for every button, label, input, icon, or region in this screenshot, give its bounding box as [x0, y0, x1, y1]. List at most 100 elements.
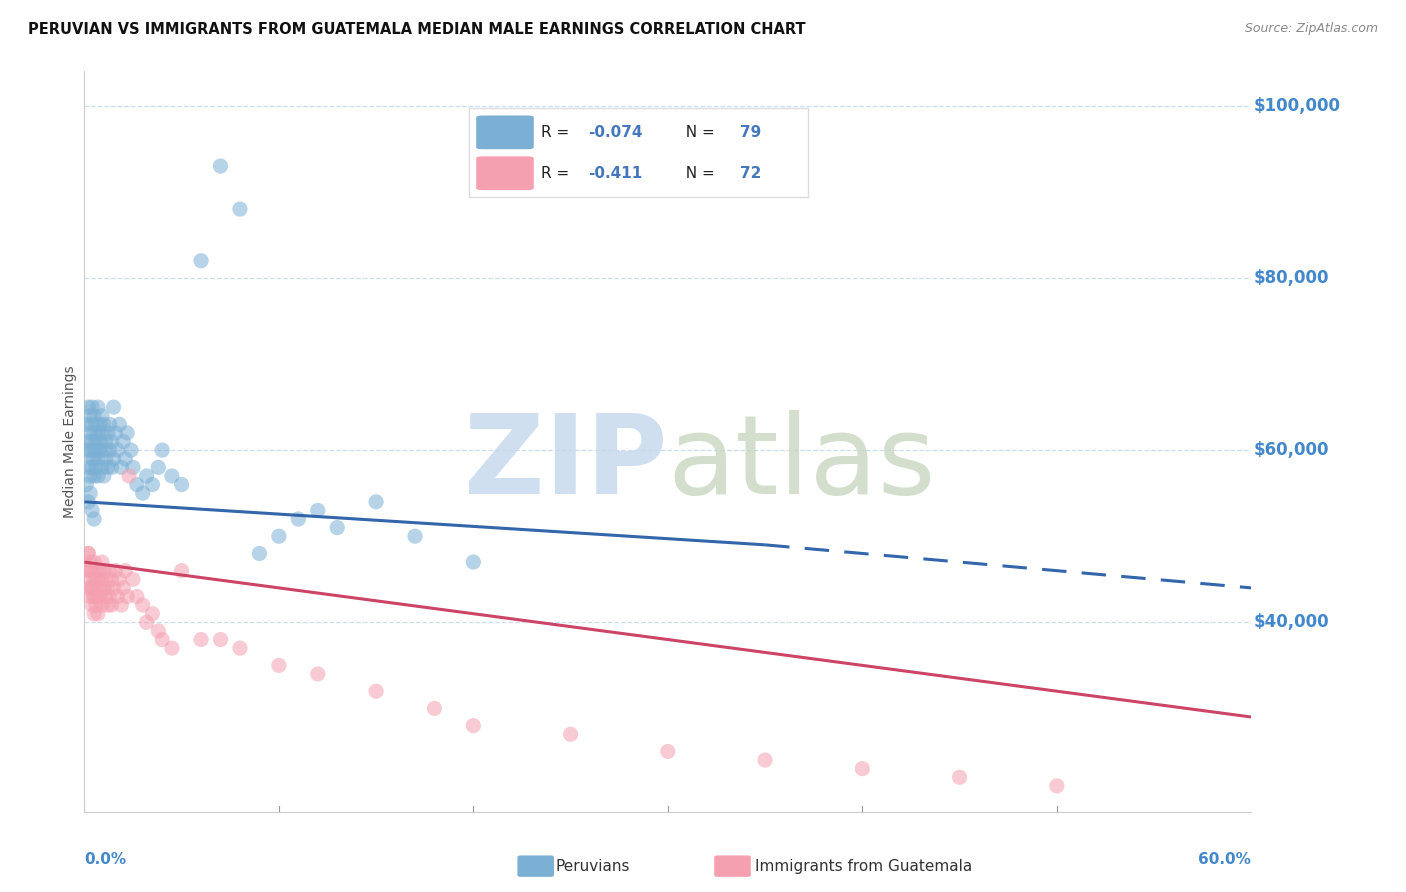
Point [84, 434, 107, 449]
Point [79, 572, 101, 586]
Point [79, 409, 101, 423]
Point [125, 590, 148, 604]
Point [103, 581, 125, 595]
Point [93, 443, 115, 458]
Point [77, 581, 100, 595]
Point [115, 590, 138, 604]
Point [949, 770, 972, 784]
Point [93, 469, 115, 483]
Point [75, 417, 97, 432]
Point [97, 581, 120, 595]
Point [114, 564, 136, 578]
Point [89, 590, 111, 604]
Point [82, 581, 104, 595]
Text: $60,000: $60,000 [1254, 442, 1329, 459]
Point [851, 762, 873, 776]
Text: Source: ZipAtlas.com: Source: ZipAtlas.com [1244, 22, 1378, 36]
Point [209, 159, 232, 173]
Point [83, 451, 105, 466]
Point [108, 417, 131, 432]
Point [90, 555, 112, 569]
Point [112, 434, 135, 449]
Point [463, 555, 485, 569]
Point [90, 409, 112, 423]
Point [82, 598, 104, 612]
Point [118, 469, 141, 483]
Text: Immigrants from Guatemala: Immigrants from Guatemala [755, 859, 973, 873]
Point [87, 590, 110, 604]
Point [94, 572, 117, 586]
Point [170, 564, 193, 578]
Point [98, 417, 121, 432]
Point [84, 572, 107, 586]
Point [326, 521, 349, 535]
Point [100, 460, 122, 475]
Point [150, 443, 173, 458]
Point [100, 598, 122, 612]
Point [84, 564, 107, 578]
Point [114, 451, 136, 466]
Point [84, 581, 107, 595]
Point [110, 598, 132, 612]
Point [209, 632, 232, 647]
Text: N =: N = [676, 125, 720, 140]
Point [87, 572, 110, 586]
Point [89, 434, 111, 449]
Point [423, 701, 446, 715]
Point [97, 460, 120, 475]
Point [135, 615, 157, 630]
Point [77, 434, 100, 449]
Point [267, 658, 290, 673]
Point [132, 486, 155, 500]
Point [84, 598, 107, 612]
Text: PERUVIAN VS IMMIGRANTS FROM GUATEMALA MEDIAN MALE EARNINGS CORRELATION CHART: PERUVIAN VS IMMIGRANTS FROM GUATEMALA ME… [28, 22, 806, 37]
Point [77, 546, 100, 560]
Text: Peruvians: Peruvians [555, 859, 630, 873]
Point [75, 564, 97, 578]
Point [87, 451, 110, 466]
Point [404, 529, 426, 543]
Point [307, 667, 329, 681]
Point [141, 607, 163, 621]
Point [87, 469, 110, 483]
Point [82, 460, 104, 475]
Point [307, 503, 329, 517]
Point [229, 641, 252, 656]
Point [160, 469, 183, 483]
Point [103, 451, 125, 466]
Point [83, 469, 105, 483]
Text: $80,000: $80,000 [1254, 269, 1329, 287]
Point [150, 632, 173, 647]
Point [79, 425, 101, 440]
FancyBboxPatch shape [477, 115, 534, 149]
Point [93, 417, 115, 432]
Point [148, 624, 170, 638]
Point [560, 727, 582, 741]
Point [141, 477, 163, 491]
Point [148, 460, 170, 475]
Point [104, 425, 127, 440]
Text: $40,000: $40,000 [1254, 614, 1329, 632]
Text: $100,000: $100,000 [1254, 97, 1341, 115]
Point [83, 572, 105, 586]
Point [90, 598, 112, 612]
Point [98, 590, 121, 604]
Point [77, 400, 100, 414]
Point [79, 590, 101, 604]
Point [100, 572, 122, 586]
Point [89, 564, 111, 578]
Point [247, 546, 270, 560]
Point [77, 546, 100, 560]
Point [83, 607, 105, 621]
Point [98, 443, 121, 458]
Point [82, 417, 104, 432]
Y-axis label: Median Male Earnings: Median Male Earnings [63, 365, 77, 518]
Text: R =: R = [540, 125, 574, 140]
Point [79, 486, 101, 500]
Point [83, 590, 105, 604]
Point [89, 417, 111, 432]
Point [84, 443, 107, 458]
Point [79, 443, 101, 458]
Point [77, 460, 100, 475]
Point [87, 400, 110, 414]
